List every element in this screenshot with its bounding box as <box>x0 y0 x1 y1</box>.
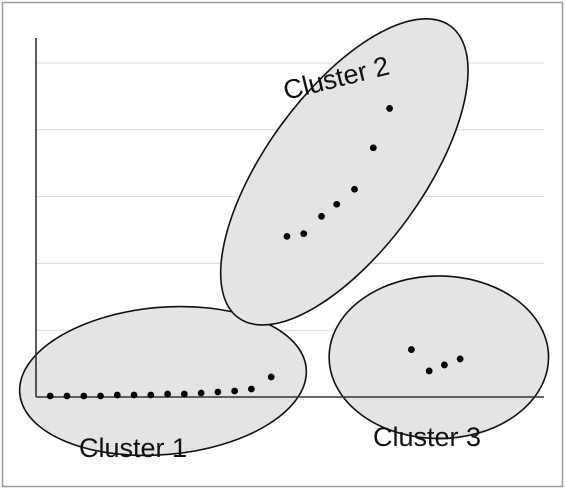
cluster-3-label: Cluster 3 <box>373 422 481 452</box>
cluster-2-point-7 <box>386 105 393 112</box>
cluster-2-point-5 <box>351 185 358 193</box>
cluster-1-point-5 <box>113 391 121 399</box>
cluster-3-point-1 <box>408 346 415 353</box>
cluster-ellipses <box>18 18 550 457</box>
cluster-2-ellipse <box>219 18 469 326</box>
cluster-1-point-12 <box>231 387 239 395</box>
cluster-3-ellipse <box>328 275 550 440</box>
cluster-3-point-3 <box>441 361 448 369</box>
cluster-1-point-1 <box>46 392 54 400</box>
cluster-2-point-3 <box>318 212 325 220</box>
cluster-2-point-1 <box>283 232 291 240</box>
cluster-1-point-10 <box>197 389 205 397</box>
data-points <box>46 105 464 400</box>
cluster-1-label: Cluster 1 <box>79 433 187 463</box>
cluster-2-point-6 <box>369 144 377 152</box>
cluster-1-point-6 <box>130 391 138 399</box>
cluster-1-point-14 <box>267 373 275 381</box>
cluster-1-point-7 <box>147 391 155 399</box>
cluster-1-point-8 <box>164 390 171 398</box>
cluster-2-point-2 <box>300 230 308 238</box>
cluster-3-point-4 <box>456 355 464 363</box>
cluster-1-point-9 <box>180 390 188 398</box>
cluster-1-point-11 <box>214 388 222 396</box>
cluster-3-point-2 <box>425 367 433 375</box>
cluster-1-ellipse <box>18 305 308 457</box>
cluster-1-point-13 <box>247 385 255 393</box>
cluster-1-point-3 <box>80 392 88 400</box>
cluster-1-point-4 <box>97 392 104 400</box>
cluster-1-point-2 <box>63 392 71 400</box>
cluster-2-point-4 <box>333 200 341 208</box>
